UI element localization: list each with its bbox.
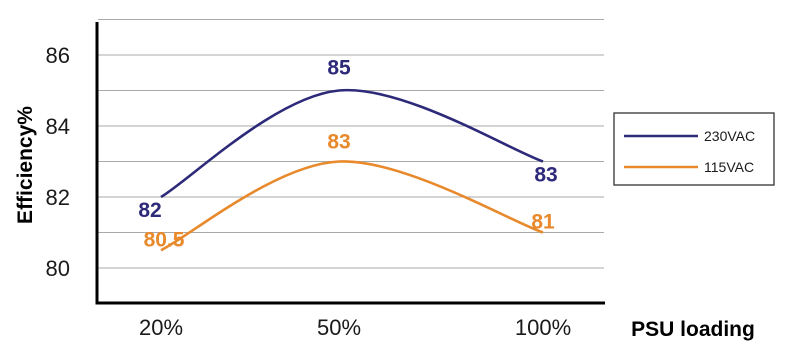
y-tick-label: 80	[46, 256, 70, 281]
y-axis-title: Efficiency%	[14, 106, 37, 224]
x-tick-label: 50%	[317, 315, 361, 340]
data-label-230vac: 85	[327, 57, 351, 80]
y-tick-label: 82	[46, 185, 70, 210]
x-tick-labels: 20% 50% 100%	[139, 315, 571, 340]
data-label-115vac: 83	[327, 131, 350, 154]
data-label-115vac: 81	[531, 211, 555, 234]
data-labels: 82 85 83 80.5 83 81	[138, 57, 557, 252]
legend-label-115vac: 115VAC	[704, 159, 754, 175]
series-line-115vac	[160, 160, 544, 252]
y-tick-label: 84	[46, 114, 70, 139]
legend-box	[613, 112, 775, 186]
x-axis-title: PSU loading	[631, 318, 755, 341]
legend: 230VAC 115VAC	[613, 112, 775, 186]
data-label-230vac: 83	[534, 164, 557, 187]
series-line-230vac	[160, 88, 544, 199]
y-tick-labels: 80 82 84 86	[46, 43, 70, 281]
x-tick-label: 20%	[139, 315, 183, 340]
data-label-115vac: 80.5	[144, 228, 185, 251]
data-label-230vac: 82	[138, 199, 161, 222]
series-lines	[160, 88, 544, 252]
legend-label-230vac: 230VAC	[704, 128, 755, 144]
y-tick-label: 86	[46, 43, 70, 68]
x-tick-label: 100%	[515, 315, 571, 340]
